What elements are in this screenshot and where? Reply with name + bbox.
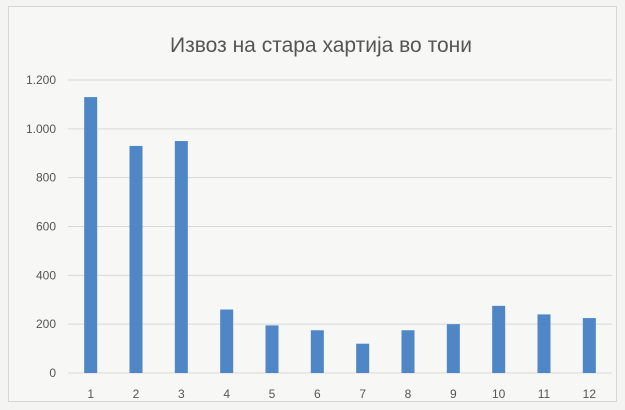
x-tick-label: 1 bbox=[87, 387, 94, 401]
x-tick-label: 4 bbox=[223, 387, 230, 401]
y-tick-label: 1.200 bbox=[26, 73, 56, 87]
bar bbox=[492, 305, 506, 373]
bar bbox=[446, 324, 460, 373]
bar bbox=[401, 330, 415, 373]
bar bbox=[84, 97, 98, 373]
x-tick-label: 11 bbox=[538, 387, 551, 401]
y-axis-tick-labels: 0 200 400 600 800 1.000 1.200 bbox=[26, 73, 56, 380]
x-tick-label: 10 bbox=[492, 387, 506, 401]
bars bbox=[84, 97, 596, 373]
x-tick-label: 3 bbox=[178, 387, 185, 401]
y-tick-label: 800 bbox=[36, 171, 56, 185]
x-tick-label: 5 bbox=[269, 387, 276, 401]
y-tick-label: 400 bbox=[36, 268, 56, 282]
bar bbox=[356, 343, 370, 373]
x-axis-tick-labels: 1 2 3 4 5 6 7 8 9 10 11 12 bbox=[87, 387, 596, 401]
chart-title: Извоз на стара хартија во тони bbox=[170, 34, 472, 57]
y-tick-label: 1.000 bbox=[26, 122, 56, 136]
x-tick-label: 8 bbox=[405, 387, 412, 401]
grid-lines bbox=[68, 79, 612, 374]
bar bbox=[310, 330, 324, 373]
bar bbox=[582, 318, 596, 373]
bar bbox=[174, 141, 188, 373]
x-tick-label: 9 bbox=[450, 387, 457, 401]
bar bbox=[129, 145, 143, 373]
x-tick-label: 6 bbox=[314, 387, 321, 401]
x-tick-label: 7 bbox=[359, 387, 366, 401]
y-tick-label: 200 bbox=[36, 317, 56, 331]
bar bbox=[537, 314, 551, 373]
y-tick-label: 600 bbox=[36, 220, 56, 234]
y-tick-label: 0 bbox=[49, 366, 56, 380]
bar bbox=[265, 325, 279, 373]
bar bbox=[220, 309, 234, 373]
x-tick-label: 2 bbox=[133, 387, 140, 401]
x-tick-label: 12 bbox=[583, 387, 597, 401]
